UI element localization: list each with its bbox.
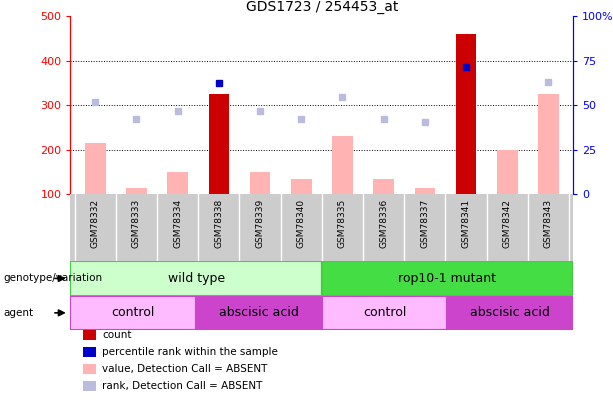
Text: GSM78333: GSM78333 (132, 199, 141, 248)
Text: percentile rank within the sample: percentile rank within the sample (102, 347, 278, 356)
Bar (322, 296, 447, 330)
Text: abscisic acid: abscisic acid (470, 306, 550, 320)
Text: GSM78336: GSM78336 (379, 199, 388, 248)
Text: control: control (363, 306, 406, 320)
Bar (208, 94, 229, 194)
Text: agent: agent (3, 308, 33, 318)
Bar (373, 179, 394, 194)
Text: rank, Detection Call = ABSENT: rank, Detection Call = ABSENT (102, 381, 263, 390)
Bar (497, 150, 517, 194)
Text: abscisic acid: abscisic acid (219, 306, 299, 320)
Text: GSM78332: GSM78332 (91, 199, 100, 248)
Bar (167, 172, 188, 194)
Bar (85, 143, 105, 194)
Text: GSM78343: GSM78343 (544, 199, 553, 248)
Bar (455, 34, 476, 194)
Bar (126, 188, 147, 194)
Bar (414, 188, 435, 194)
Bar (447, 296, 573, 330)
Text: genotype/variation: genotype/variation (3, 273, 102, 283)
Text: value, Detection Call = ABSENT: value, Detection Call = ABSENT (102, 364, 268, 373)
Text: GSM78335: GSM78335 (338, 199, 347, 248)
Text: GSM78334: GSM78334 (173, 199, 182, 248)
Bar (196, 296, 322, 330)
Bar (70, 261, 322, 296)
Text: control: control (112, 306, 155, 320)
Bar (538, 94, 558, 194)
Title: GDS1723 / 254453_at: GDS1723 / 254453_at (246, 0, 398, 14)
Bar (322, 261, 573, 296)
Text: rop10-1 mutant: rop10-1 mutant (398, 272, 497, 285)
Bar (291, 179, 311, 194)
Text: GSM78340: GSM78340 (297, 199, 306, 248)
Text: GSM78337: GSM78337 (421, 199, 429, 248)
Bar (332, 136, 352, 194)
Text: count: count (102, 330, 132, 339)
Bar (70, 296, 196, 330)
Text: GSM78338: GSM78338 (215, 199, 223, 248)
Text: wild type: wild type (167, 272, 225, 285)
Text: GSM78339: GSM78339 (256, 199, 265, 248)
Text: GSM78341: GSM78341 (462, 199, 471, 248)
Bar (249, 172, 270, 194)
Text: GSM78342: GSM78342 (503, 199, 512, 248)
